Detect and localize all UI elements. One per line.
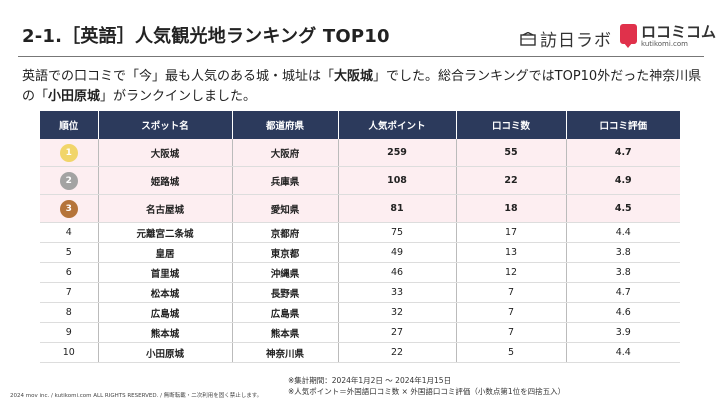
table-row: 2 姫路城 兵庫県 108 22 4.9 bbox=[40, 166, 680, 195]
points-cell: 108 bbox=[338, 166, 457, 195]
table-row: 3 名古屋城 愛知県 81 18 4.5 bbox=[40, 194, 680, 223]
count-cell: 7 bbox=[456, 302, 567, 323]
count-cell: 7 bbox=[456, 322, 567, 343]
prefecture-cell: 京都府 bbox=[232, 222, 339, 243]
table-row: 9 熊本城 熊本県 27 7 3.9 bbox=[40, 322, 680, 343]
table-row: 1 大阪城 大阪府 259 55 4.7 bbox=[40, 139, 680, 167]
rank-cell: 10 bbox=[40, 342, 99, 363]
table-row: 4 元離宮二条城 京都府 75 17 4.4 bbox=[40, 222, 680, 243]
prefecture-cell: 広島県 bbox=[232, 302, 339, 323]
rating-cell: 4.7 bbox=[566, 282, 680, 303]
prefecture-cell: 愛知県 bbox=[232, 194, 339, 223]
rating-cell: 3.8 bbox=[566, 262, 680, 283]
logo1-text: 訪日ラボ bbox=[540, 31, 612, 51]
col-header-rank: 順位 bbox=[40, 111, 99, 139]
spot-cell: 小田原城 bbox=[98, 342, 233, 363]
rank-cell: 1 bbox=[40, 139, 99, 167]
col-header-spot: スポット名 bbox=[98, 111, 233, 139]
speech-bubble-icon bbox=[620, 24, 637, 48]
rating-cell: 4.9 bbox=[566, 166, 680, 195]
intro-part-2: 」でした。総合ランキングではTOP10外だった神奈川県の「 bbox=[22, 69, 702, 104]
spot-cell: 姫路城 bbox=[98, 166, 233, 195]
rank-cell: 2 bbox=[40, 166, 99, 195]
prefecture-cell: 神奈川県 bbox=[232, 342, 339, 363]
col-header-prefecture: 都道府県 bbox=[232, 111, 339, 139]
rating-cell: 4.5 bbox=[566, 194, 680, 223]
prefecture-cell: 大阪府 bbox=[232, 139, 339, 167]
prefecture-cell: 熊本県 bbox=[232, 322, 339, 343]
points-cell: 33 bbox=[338, 282, 457, 303]
rank-cell: 8 bbox=[40, 302, 99, 323]
points-cell: 32 bbox=[338, 302, 457, 323]
table-row: 5 皇居 東京都 49 13 3.8 bbox=[40, 242, 680, 263]
rating-cell: 3.9 bbox=[566, 322, 680, 343]
prefecture-cell: 東京都 bbox=[232, 242, 339, 263]
page-title: 2-1.［英語］人気観光地ランキング TOP10 bbox=[22, 26, 390, 47]
table-row: 10 小田原城 神奈川県 22 5 4.4 bbox=[40, 342, 680, 363]
title-divider bbox=[18, 56, 704, 57]
col-header-count: 口コミ数 bbox=[456, 111, 567, 139]
spot-cell: 松本城 bbox=[98, 282, 233, 303]
logo2-name: ロコミコム bbox=[641, 23, 717, 41]
prefecture-cell: 長野県 bbox=[232, 282, 339, 303]
rating-cell: 4.4 bbox=[566, 342, 680, 363]
intro-highlight-1: 大阪城 bbox=[334, 69, 374, 84]
bronze-medal-icon: 3 bbox=[59, 199, 78, 218]
logo2-sub: kutikomi.com bbox=[641, 40, 688, 48]
count-cell: 7 bbox=[456, 282, 567, 303]
points-cell: 259 bbox=[338, 139, 457, 167]
rating-cell: 3.8 bbox=[566, 242, 680, 263]
col-header-points: 人気ポイント bbox=[338, 111, 457, 139]
rating-cell: 4.6 bbox=[566, 302, 680, 323]
spot-cell: 広島城 bbox=[98, 302, 233, 323]
rank-cell: 7 bbox=[40, 282, 99, 303]
intro-part-1: 英語での口コミで「今」最も人気のある城・城址は「 bbox=[22, 69, 335, 84]
rating-cell: 4.7 bbox=[566, 139, 680, 167]
gold-medal-icon: 1 bbox=[59, 143, 78, 162]
period-note: ※集計期間：2024年1月2日 〜 2024年1月15日 bbox=[288, 376, 452, 385]
prefecture-cell: 兵庫県 bbox=[232, 166, 339, 195]
window-icon bbox=[520, 31, 536, 46]
count-cell: 17 bbox=[456, 222, 567, 243]
count-cell: 55 bbox=[456, 139, 567, 167]
rank-cell: 5 bbox=[40, 242, 99, 263]
count-cell: 13 bbox=[456, 242, 567, 263]
rank-cell: 6 bbox=[40, 262, 99, 283]
points-cell: 81 bbox=[338, 194, 457, 223]
rating-cell: 4.4 bbox=[566, 222, 680, 243]
points-cell: 22 bbox=[338, 342, 457, 363]
table-header-row: 順位 スポット名 都道府県 人気ポイント 口コミ数 口コミ評価 bbox=[40, 111, 680, 139]
rank-cell: 4 bbox=[40, 222, 99, 243]
ranking-table: 順位 スポット名 都道府県 人気ポイント 口コミ数 口コミ評価 1 大阪城 大阪… bbox=[40, 111, 680, 363]
spot-cell: 名古屋城 bbox=[98, 194, 233, 223]
spot-cell: 皇居 bbox=[98, 242, 233, 263]
intro-highlight-2: 小田原城 bbox=[48, 89, 101, 104]
spot-cell: 首里城 bbox=[98, 262, 233, 283]
count-cell: 12 bbox=[456, 262, 567, 283]
spot-cell: 熊本城 bbox=[98, 322, 233, 343]
col-header-rating: 口コミ評価 bbox=[566, 111, 680, 139]
formula-note: ※人気ポイント＝外国語口コミ数 × 外国語口コミ評価（小数点第1位を四捨五入） bbox=[288, 387, 566, 396]
spot-cell: 大阪城 bbox=[98, 139, 233, 167]
points-cell: 49 bbox=[338, 242, 457, 263]
houninchi-lab-logo[interactable]: 訪日ラボ bbox=[520, 26, 612, 51]
spot-cell: 元離宮二条城 bbox=[98, 222, 233, 243]
table-row: 7 松本城 長野県 33 7 4.7 bbox=[40, 282, 680, 303]
intro-part-3: 」がランクインしました。 bbox=[100, 89, 257, 104]
table-row: 8 広島城 広島県 32 7 4.6 bbox=[40, 302, 680, 323]
kutikomi-logo[interactable]: ロコミコム kutikomi.com bbox=[620, 24, 716, 48]
silver-medal-icon: 2 bbox=[59, 171, 78, 190]
points-cell: 75 bbox=[338, 222, 457, 243]
count-cell: 18 bbox=[456, 194, 567, 223]
intro-text: 英語での口コミで「今」最も人気のある城・城址は「大阪城」でした。総合ランキングで… bbox=[22, 67, 702, 107]
points-cell: 27 bbox=[338, 322, 457, 343]
copyright-text: 2024 mov inc. / kutikomi.com ALL RIGHTS … bbox=[10, 393, 263, 399]
points-cell: 46 bbox=[338, 262, 457, 283]
count-cell: 22 bbox=[456, 166, 567, 195]
prefecture-cell: 沖縄県 bbox=[232, 262, 339, 283]
rank-cell: 9 bbox=[40, 322, 99, 343]
table-row: 6 首里城 沖縄県 46 12 3.8 bbox=[40, 262, 680, 283]
count-cell: 5 bbox=[456, 342, 567, 363]
rank-cell: 3 bbox=[40, 194, 99, 223]
